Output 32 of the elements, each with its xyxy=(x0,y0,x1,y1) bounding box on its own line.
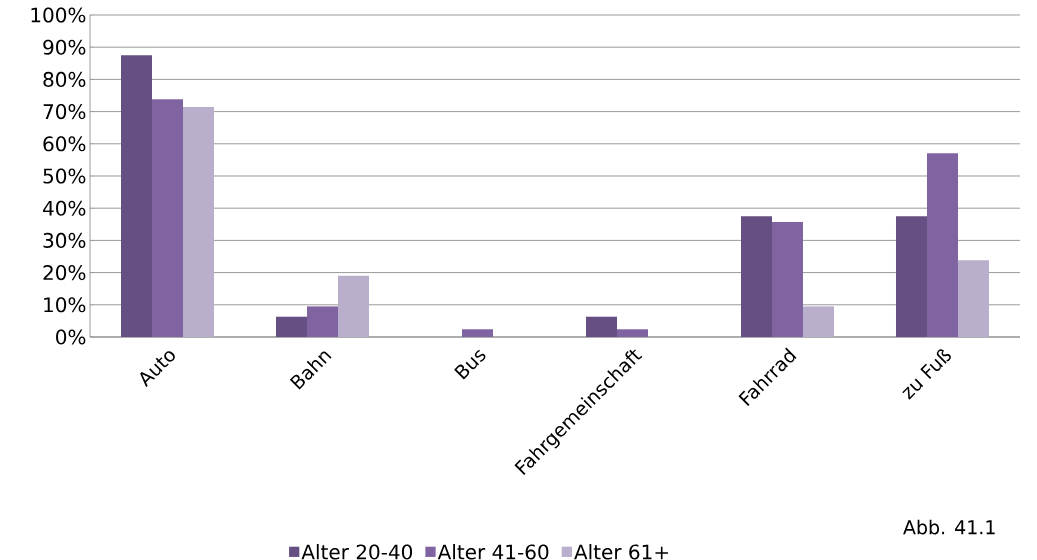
y-tick-label: 80% xyxy=(43,71,86,87)
x-tick-label: Bus xyxy=(454,349,486,380)
bar xyxy=(121,55,153,337)
y-tick-label: 0% xyxy=(56,329,86,345)
bar xyxy=(926,153,958,337)
y-tick-label: 90% xyxy=(43,39,86,55)
bar xyxy=(307,306,338,337)
bar xyxy=(276,316,308,337)
bar xyxy=(338,275,370,337)
bar xyxy=(740,216,772,337)
y-tick-label: 30% xyxy=(43,232,86,248)
legend-label: Alter 61+ xyxy=(574,544,668,560)
y-tick-label: 60% xyxy=(43,136,86,152)
x-tick-label: zu Fuß xyxy=(902,349,951,400)
y-tick-label: 100% xyxy=(31,7,86,23)
bar xyxy=(183,107,215,337)
y-tick-label: 70% xyxy=(43,104,86,120)
bar xyxy=(957,260,989,337)
y-tick-label: 40% xyxy=(43,200,86,216)
bar xyxy=(462,329,493,337)
bar xyxy=(617,329,648,337)
bar xyxy=(895,216,927,337)
y-tick-label: 10% xyxy=(44,297,86,313)
bar xyxy=(586,316,617,337)
bar xyxy=(802,306,834,337)
bar xyxy=(152,99,184,337)
legend-label: Alter 41-60 xyxy=(437,544,549,560)
caption: Abb. 41.1 xyxy=(903,519,995,535)
y-tick-label: 20% xyxy=(43,265,86,281)
legend-label: Alter 20-40 xyxy=(301,544,413,560)
bar xyxy=(772,222,803,337)
y-tick-label: 50% xyxy=(43,168,86,184)
